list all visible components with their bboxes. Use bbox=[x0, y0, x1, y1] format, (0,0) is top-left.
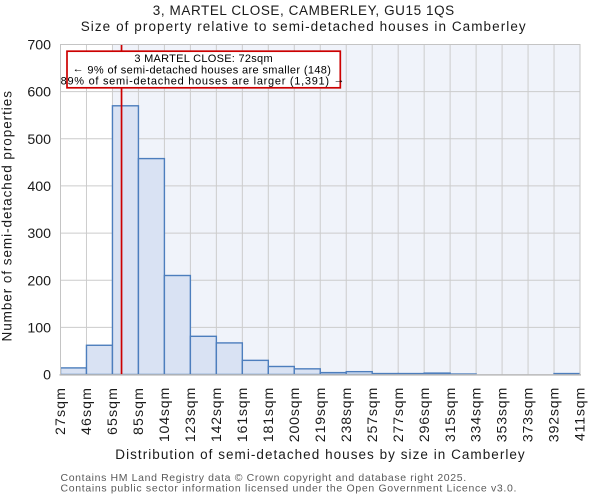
svg-text:700: 700 bbox=[27, 38, 51, 54]
svg-text:500: 500 bbox=[27, 132, 51, 148]
svg-text:85sqm: 85sqm bbox=[131, 387, 147, 435]
svg-text:0: 0 bbox=[43, 368, 51, 384]
svg-text:142sqm: 142sqm bbox=[209, 387, 225, 442]
svg-text:104sqm: 104sqm bbox=[157, 387, 173, 442]
svg-text:89% of semi-detached houses ar: 89% of semi-detached houses are larger (… bbox=[61, 74, 346, 87]
svg-text:296sqm: 296sqm bbox=[417, 387, 433, 442]
svg-text:200sqm: 200sqm bbox=[287, 387, 303, 442]
svg-text:3 MARTEL CLOSE: 72sqm: 3 MARTEL CLOSE: 72sqm bbox=[134, 53, 273, 65]
svg-text:315sqm: 315sqm bbox=[443, 387, 459, 442]
svg-text:277sqm: 277sqm bbox=[391, 387, 407, 442]
svg-text:Distribution of semi-detached: Distribution of semi-detached houses by … bbox=[115, 447, 525, 462]
svg-text:Contains public sector informa: Contains public sector information licen… bbox=[61, 483, 518, 495]
svg-text:400: 400 bbox=[27, 179, 51, 195]
svg-text:Contains HM Land Registry data: Contains HM Land Registry data © Crown c… bbox=[61, 472, 467, 484]
svg-text:300: 300 bbox=[27, 226, 51, 242]
svg-text:200: 200 bbox=[27, 273, 51, 289]
svg-text:392sqm: 392sqm bbox=[547, 387, 563, 442]
svg-text:411sqm: 411sqm bbox=[573, 387, 589, 441]
svg-text:Size of property relative to s: Size of property relative to semi-detach… bbox=[81, 19, 527, 34]
svg-text:353sqm: 353sqm bbox=[495, 387, 511, 442]
svg-text:600: 600 bbox=[27, 85, 51, 101]
svg-text:181sqm: 181sqm bbox=[261, 387, 277, 442]
svg-text:238sqm: 238sqm bbox=[339, 387, 355, 442]
svg-text:334sqm: 334sqm bbox=[469, 387, 485, 442]
svg-text:3, MARTEL CLOSE, CAMBERLEY, GU: 3, MARTEL CLOSE, CAMBERLEY, GU15 1QS bbox=[153, 3, 455, 18]
svg-text:100: 100 bbox=[27, 320, 51, 336]
svg-text:373sqm: 373sqm bbox=[521, 387, 537, 442]
svg-text:Number of semi-detached proper: Number of semi-detached properties bbox=[0, 90, 15, 341]
svg-text:27sqm: 27sqm bbox=[53, 387, 69, 435]
svg-text:46sqm: 46sqm bbox=[79, 387, 95, 435]
svg-text:219sqm: 219sqm bbox=[313, 387, 329, 442]
svg-text:161sqm: 161sqm bbox=[235, 387, 251, 442]
svg-text:257sqm: 257sqm bbox=[365, 387, 381, 442]
svg-text:123sqm: 123sqm bbox=[183, 387, 199, 442]
svg-text:← 9% of semi-detached houses a: ← 9% of semi-detached houses are smaller… bbox=[73, 63, 332, 76]
svg-text:65sqm: 65sqm bbox=[105, 387, 121, 435]
